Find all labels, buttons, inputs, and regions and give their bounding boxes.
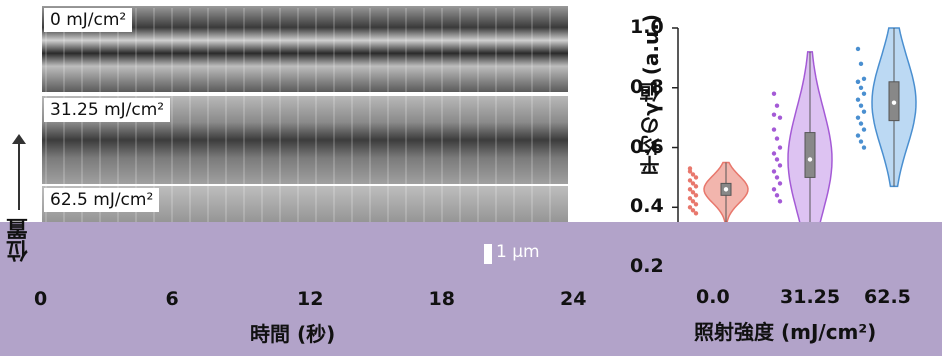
kymo-x-axis-label: 時間 (秒) [250,322,336,346]
data-point [861,109,867,114]
panel-label-0: 0 mJ/cm² [44,8,133,32]
data-point [858,121,864,126]
data-point [774,193,780,198]
data-point [687,178,693,183]
position-label: 位置 [7,218,32,262]
data-point [690,199,696,204]
violins [687,27,917,244]
violin-y-tick-label: 0.6 [630,135,664,158]
data-point [693,202,699,207]
violin-x-tick-label: 0.0 [696,286,730,308]
violin-y-tick-label: 0.8 [630,75,664,98]
data-point [693,193,699,198]
violin-1 [771,51,833,244]
data-point [774,103,780,108]
kymo-x-tick-label: 24 [560,288,587,310]
violin-y-tick-label: 1.0 [630,16,664,38]
data-point [858,139,864,144]
data-point [693,175,699,180]
scale-bar [484,244,492,264]
violin-x-tick-label: 62.5 [864,286,911,308]
violin-y-tick-label: 0.2 [630,255,664,278]
data-point [774,175,780,180]
kymo-x-tick-label: 6 [165,288,179,310]
data-point [855,46,861,52]
data-point [855,115,861,120]
panel-label-1: 31.25 mJ/cm² [44,98,171,122]
panel-label-2: 62.5 mJ/cm² [44,188,160,212]
data-point [771,91,777,96]
data-point [771,112,777,117]
data-point [855,79,861,84]
data-point [777,115,783,120]
overlay-band [0,222,942,356]
data-point [771,127,777,132]
data-point [777,163,783,168]
data-point [855,97,861,102]
data-point [687,187,693,192]
kymo-x-tick-label: 18 [428,288,455,310]
data-point [771,169,777,174]
data-point [861,145,867,150]
data-point [693,184,699,189]
data-point [861,127,867,132]
scale-bar-label: 1 µm [496,242,540,262]
data-point [690,181,696,186]
data-point [858,85,864,90]
data-point [777,199,783,204]
data-point [777,181,783,186]
data-point [771,151,777,156]
violin-2 [855,27,917,188]
kymo-x-tick-label: 0 [34,288,48,310]
kymo-x-tick-label: 12 [297,288,324,310]
data-point [690,172,696,177]
violin-x-label: 照射強度 (mJ/cm²) [694,320,877,344]
violin-median [807,157,813,162]
violin-x-tick-label: 31.25 [780,286,841,308]
data-point [858,103,864,108]
violin-0 [687,161,749,235]
violin-median [891,100,897,105]
data-point [855,133,861,138]
violin-y-tick-label: 0.4 [630,195,664,218]
position-arrow-head [12,134,26,144]
data-point [687,196,693,201]
data-point [687,205,693,210]
data-point [693,211,699,216]
position-arrow [18,140,20,210]
data-point [777,145,783,150]
data-point [774,136,780,141]
violin-median [723,187,729,192]
data-point [861,91,867,96]
data-point [690,190,696,195]
data-point [690,208,696,213]
data-point [771,187,777,192]
data-point [687,166,693,171]
violin-box [804,132,816,178]
data-point [858,61,864,67]
data-point [774,157,780,162]
data-point [861,76,867,82]
